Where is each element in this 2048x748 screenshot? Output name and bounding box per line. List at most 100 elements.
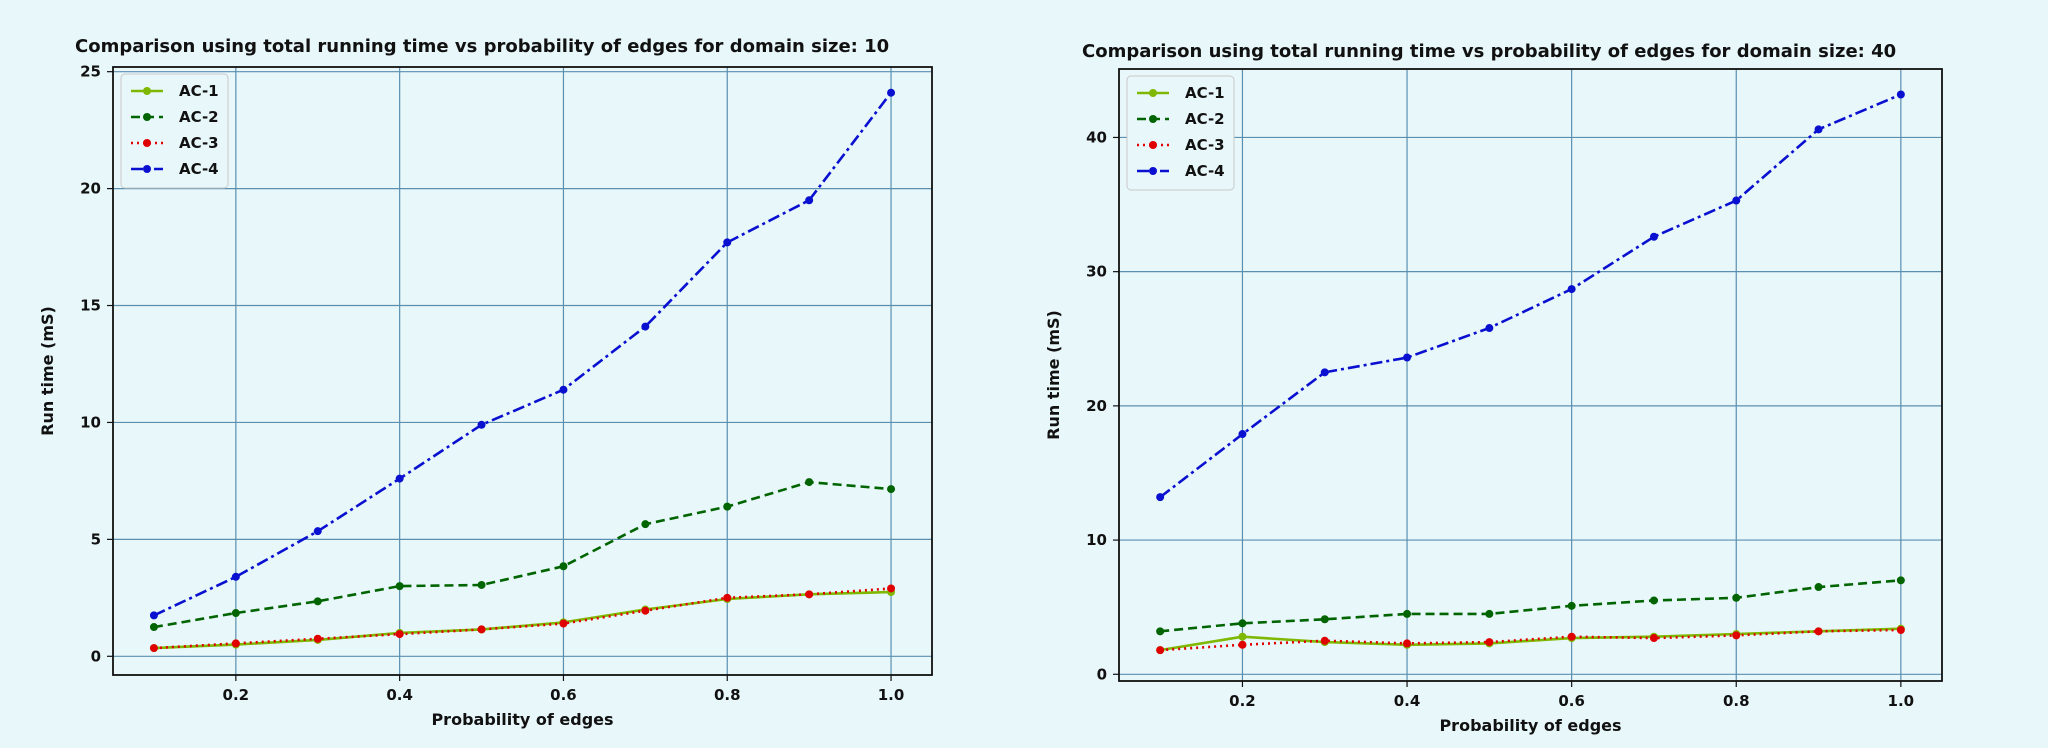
y-tick-label: 0 [91,647,101,665]
legend-label: AC-4 [1185,162,1225,180]
plot-area [1119,69,1942,681]
data-point-ac-4 [477,420,486,429]
x-tick-label: 0.2 [1229,692,1256,710]
data-point-ac-3 [149,644,158,653]
x-axis-label: Probability of edges [431,710,613,729]
data-point-ac-2 [1649,596,1658,605]
x-tick-label: 0.8 [1723,692,1750,710]
y-tick-label: 10 [80,413,101,431]
y-axis-label: Run time (mS) [38,306,57,436]
data-point-ac-2 [1567,601,1576,610]
data-point-ac-4 [231,572,240,581]
data-point-ac-1 [1238,632,1247,641]
legend-marker [143,165,151,173]
data-point-ac-2 [313,597,322,606]
data-point-ac-4 [149,611,158,620]
data-point-ac-3 [641,606,650,615]
data-point-ac-4 [1732,196,1741,205]
x-axis-label: Probability of edges [1439,716,1621,735]
data-point-ac-4 [395,474,404,483]
x-tick-label: 0.6 [1558,692,1585,710]
data-point-ac-3 [1485,638,1494,647]
data-point-ac-3 [1732,631,1741,640]
legend-label: AC-2 [179,108,219,126]
x-tick-label: 0.8 [714,686,741,704]
data-point-ac-2 [231,609,240,618]
data-point-ac-2 [477,580,486,589]
data-point-ac-3 [1238,640,1247,649]
data-point-ac-4 [313,527,322,536]
y-tick-label: 30 [1086,263,1107,281]
data-point-ac-2 [641,520,650,529]
data-point-ac-2 [887,485,896,494]
data-point-ac-2 [149,623,158,632]
series-line-ac-4 [1159,93,1902,499]
y-tick-label: 10 [1086,531,1107,549]
data-point-ac-4 [641,322,650,331]
data-point-ac-2 [1238,619,1247,628]
series-line-ac-1 [153,590,892,650]
legend-label: AC-2 [1185,110,1225,128]
data-point-ac-4 [559,385,568,394]
x-tick-label: 0.4 [1394,692,1421,710]
series-line-ac-2 [153,480,892,629]
legend [1126,75,1235,191]
legend-label: AC-1 [179,82,219,100]
data-point-ac-4 [1649,232,1658,241]
data-point-ac-4 [1156,493,1165,502]
series-line-ac-1 [1159,627,1901,652]
legend-marker [1149,115,1157,123]
data-point-ac-3 [559,619,568,628]
legend-marker [143,139,151,147]
y-tick-label: 40 [1086,128,1107,146]
data-point-ac-4 [887,88,896,97]
y-tick-label: 0 [1097,665,1107,683]
legend-marker [1149,89,1157,97]
x-tick-label: 0.4 [386,686,413,704]
data-point-ac-3 [313,634,322,643]
x-tick-label: 1.0 [1888,692,1915,710]
plot-area [113,67,932,675]
data-point-ac-3 [1896,626,1905,634]
legend-label: AC-4 [179,160,219,178]
data-point-ac-2 [395,582,404,591]
data-point-ac-4 [805,196,814,205]
data-point-ac-2 [1320,615,1329,624]
data-point-ac-3 [231,639,240,648]
data-point-ac-2 [1896,576,1905,585]
legend-label: AC-1 [1185,84,1225,102]
legend-marker [1149,167,1157,175]
y-axis-label: Run time (mS) [1044,310,1063,440]
data-point-ac-2 [723,502,732,511]
data-point-ac-3 [395,630,404,639]
data-point-ac-3 [805,590,814,599]
data-point-ac-4 [1896,90,1905,99]
data-point-ac-3 [1567,632,1576,641]
chart-title: Comparison using total running time vs p… [1082,41,1896,62]
data-point-ac-2 [1156,627,1165,636]
chart-title: Comparison using total running time vs p… [75,36,889,57]
x-tick-label: 1.0 [878,686,905,704]
data-point-ac-2 [1403,609,1412,618]
data-point-ac-3 [1156,646,1165,655]
data-point-ac-3 [1320,636,1329,645]
data-point-ac-2 [1732,593,1741,602]
data-point-ac-3 [887,584,896,593]
data-point-ac-4 [1238,430,1247,439]
data-point-ac-4 [723,238,732,247]
x-tick-label: 0.2 [223,686,250,704]
data-point-ac-3 [1649,634,1658,643]
data-point-ac-3 [1814,627,1823,636]
data-point-ac-4 [1485,324,1494,333]
y-tick-label: 20 [80,180,101,198]
chart-domain-size-40: 0.2 0.4 0.6 0.8 1.0 0 10 20 30 40 AC-1 AC-2 AC-3 AC-4… [1044,41,1943,735]
chart-domain-size-10: 0.2 0.4 0.6 0.8 1.0 0 5 10 15 20 25 AC-1 AC-2 AC-3 AC-… [38,36,933,729]
data-point-ac-4 [1403,353,1412,362]
axes-frame [112,66,933,676]
axes-frame [1118,68,1943,682]
data-point-ac-4 [1814,125,1823,134]
y-tick-label: 20 [1086,397,1107,415]
y-tick-label: 5 [91,530,101,548]
data-point-ac-2 [1814,583,1823,592]
